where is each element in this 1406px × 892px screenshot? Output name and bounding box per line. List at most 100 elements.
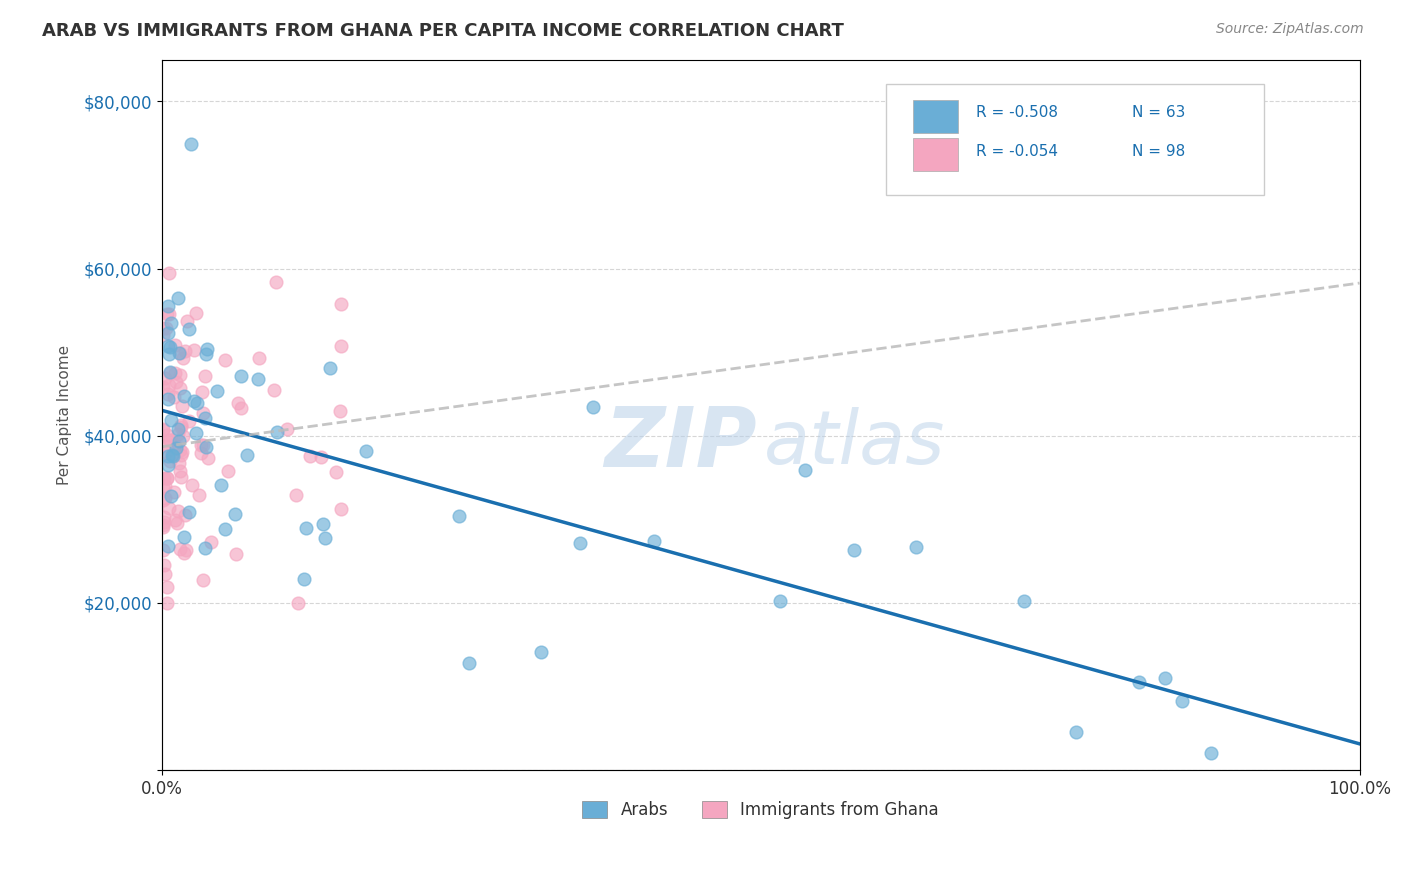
Point xyxy=(159,367,181,381)
Point xyxy=(190,446,212,460)
Point xyxy=(186,396,208,410)
Point xyxy=(193,369,215,384)
Point xyxy=(169,464,191,478)
Point xyxy=(152,520,174,534)
Point xyxy=(160,316,183,330)
Point xyxy=(173,546,195,560)
Point xyxy=(153,566,176,581)
Point xyxy=(166,516,188,531)
Point xyxy=(195,347,218,361)
Point xyxy=(582,400,605,414)
Point xyxy=(152,380,174,394)
Point xyxy=(176,314,198,328)
Point xyxy=(163,338,186,352)
Point xyxy=(156,580,179,594)
Point xyxy=(163,484,186,499)
Point xyxy=(183,393,205,408)
Point xyxy=(194,440,217,454)
FancyBboxPatch shape xyxy=(912,138,959,171)
Point xyxy=(530,644,553,658)
Point xyxy=(794,463,817,477)
Point xyxy=(157,307,180,321)
FancyBboxPatch shape xyxy=(912,100,959,133)
Point xyxy=(155,471,177,485)
Point xyxy=(447,508,470,523)
Text: N = 63: N = 63 xyxy=(1132,105,1185,120)
Point xyxy=(165,375,187,389)
Point xyxy=(167,422,190,436)
Point xyxy=(1170,694,1192,708)
Point xyxy=(194,541,217,555)
Point xyxy=(184,306,207,320)
Point xyxy=(157,377,180,392)
Point xyxy=(314,531,336,545)
Point xyxy=(152,517,174,532)
Point xyxy=(191,574,214,588)
Point xyxy=(159,454,181,468)
Point xyxy=(156,471,179,485)
Point xyxy=(156,439,179,453)
Point xyxy=(295,521,318,535)
Point xyxy=(330,296,353,310)
Point xyxy=(174,508,197,522)
Point xyxy=(155,445,177,459)
Point xyxy=(311,450,333,464)
Point xyxy=(844,543,866,558)
Point xyxy=(159,412,181,426)
Point xyxy=(905,540,928,554)
Point xyxy=(186,425,208,440)
Point xyxy=(169,368,191,382)
Point xyxy=(1153,671,1175,685)
Point xyxy=(153,558,176,573)
Point xyxy=(354,444,377,458)
Point xyxy=(173,389,195,403)
Point xyxy=(191,406,214,420)
Point xyxy=(152,423,174,437)
Point xyxy=(181,478,204,492)
Point xyxy=(157,500,180,515)
Point xyxy=(169,418,191,433)
Point xyxy=(156,596,179,610)
Point xyxy=(160,490,183,504)
Text: atlas: atlas xyxy=(765,408,946,479)
Point xyxy=(153,509,176,524)
Point xyxy=(172,351,194,366)
Y-axis label: Per Capita Income: Per Capita Income xyxy=(58,344,72,485)
Point xyxy=(155,321,177,335)
Point xyxy=(152,421,174,435)
Point xyxy=(156,326,179,341)
Point xyxy=(152,479,174,493)
Point xyxy=(152,470,174,484)
Point xyxy=(156,392,179,406)
Point xyxy=(172,429,194,443)
Point xyxy=(247,372,270,386)
Point xyxy=(224,507,246,521)
Point xyxy=(330,501,353,516)
Point xyxy=(177,505,200,519)
Point xyxy=(169,346,191,360)
Point xyxy=(159,340,181,354)
Point xyxy=(156,540,179,554)
Point xyxy=(173,530,195,544)
Point xyxy=(329,403,352,417)
Point xyxy=(205,384,228,398)
Point xyxy=(299,449,322,463)
Point xyxy=(167,504,190,518)
Legend: Arabs, Immigrants from Ghana: Arabs, Immigrants from Ghana xyxy=(576,794,945,826)
Point xyxy=(176,543,198,558)
Point xyxy=(152,320,174,334)
Point xyxy=(165,513,187,527)
Point xyxy=(190,438,212,452)
Point xyxy=(236,448,259,462)
Point xyxy=(167,456,190,470)
Point xyxy=(183,343,205,358)
Point xyxy=(155,307,177,321)
Point xyxy=(188,488,211,502)
Point xyxy=(169,541,191,556)
Text: ARAB VS IMMIGRANTS FROM GHANA PER CAPITA INCOME CORRELATION CHART: ARAB VS IMMIGRANTS FROM GHANA PER CAPITA… xyxy=(42,22,844,40)
Point xyxy=(225,547,247,561)
Text: N = 98: N = 98 xyxy=(1132,144,1185,159)
Point xyxy=(209,478,232,492)
Point xyxy=(170,470,193,484)
Point xyxy=(170,419,193,434)
